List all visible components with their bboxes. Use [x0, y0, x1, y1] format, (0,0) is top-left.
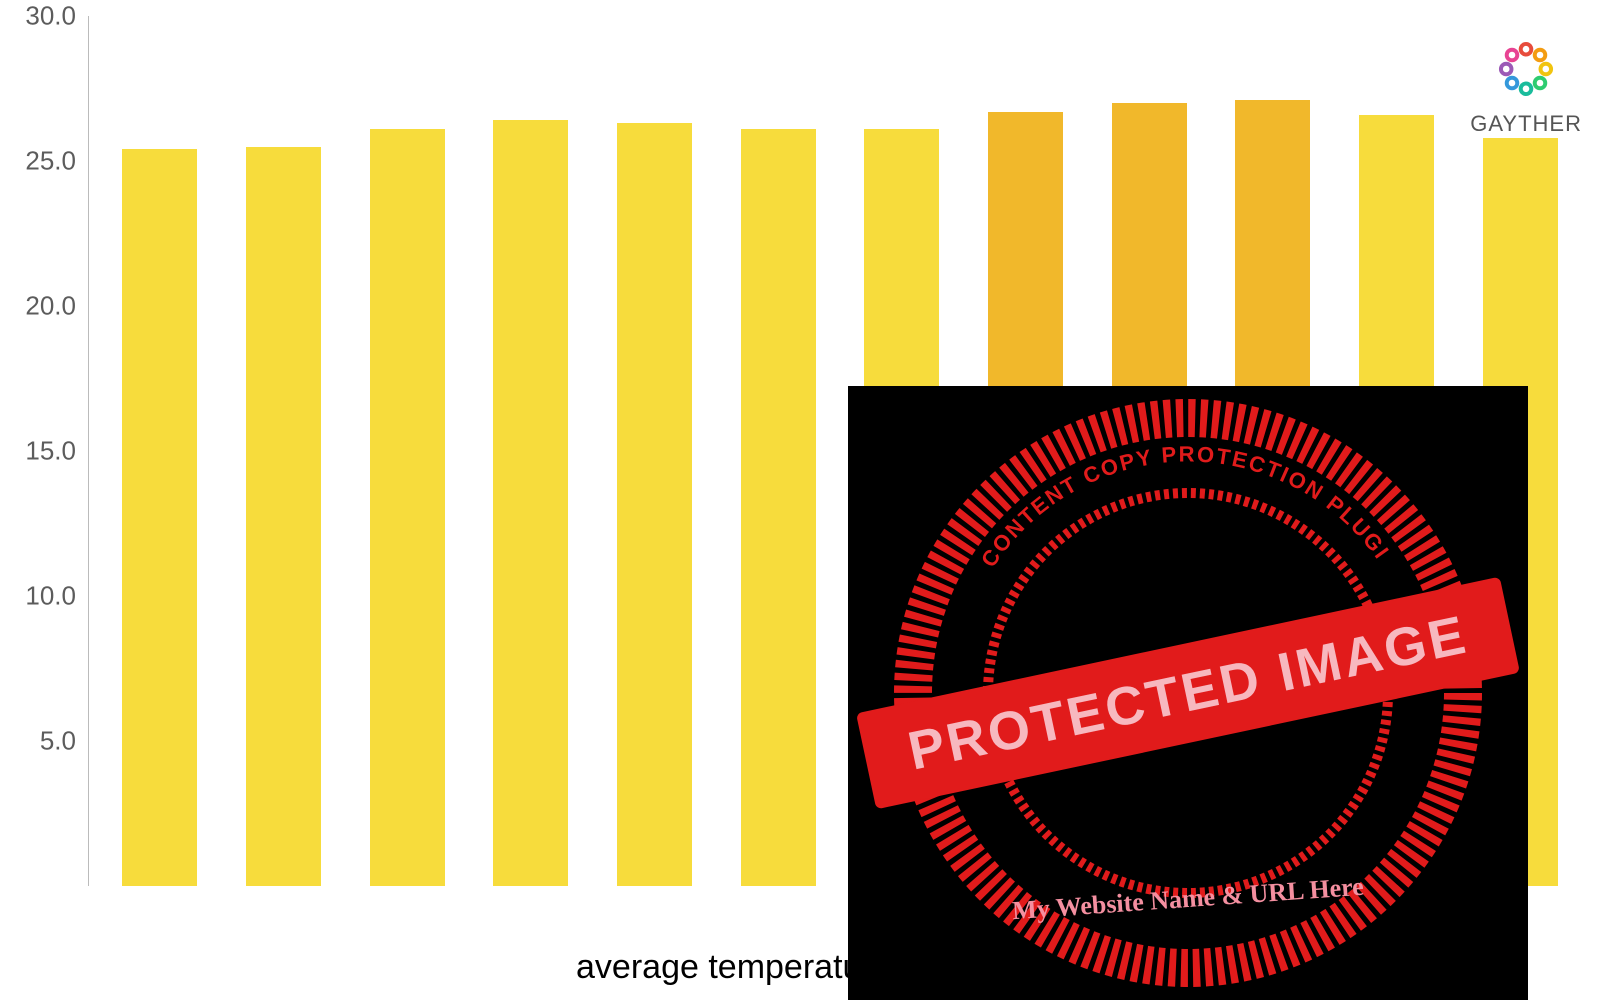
bar [122, 149, 197, 886]
protected-stamp: CONTENT COPY PROTECTION PLUGI PROTECTED … [848, 386, 1528, 1000]
y-tick-label: 20.0 [25, 291, 76, 322]
protection-overlay: CONTENT COPY PROTECTION PLUGI PROTECTED … [848, 386, 1528, 1000]
chart-container: 5.010.015.020.025.030.0 average temperat… [0, 0, 1600, 1000]
y-tick-label: 10.0 [25, 581, 76, 612]
y-tick-label: 30.0 [25, 1, 76, 32]
bar [741, 129, 816, 886]
brand-name: GAYTHER [1470, 111, 1582, 137]
y-tick-label: 15.0 [25, 436, 76, 467]
brand-logo: GAYTHER [1470, 36, 1582, 137]
bar [246, 147, 321, 887]
flower-icon [1493, 36, 1559, 102]
y-tick-label: 25.0 [25, 146, 76, 177]
bar [493, 120, 568, 886]
y-tick-label: 5.0 [40, 726, 76, 757]
bar [370, 129, 445, 886]
bar [617, 123, 692, 886]
